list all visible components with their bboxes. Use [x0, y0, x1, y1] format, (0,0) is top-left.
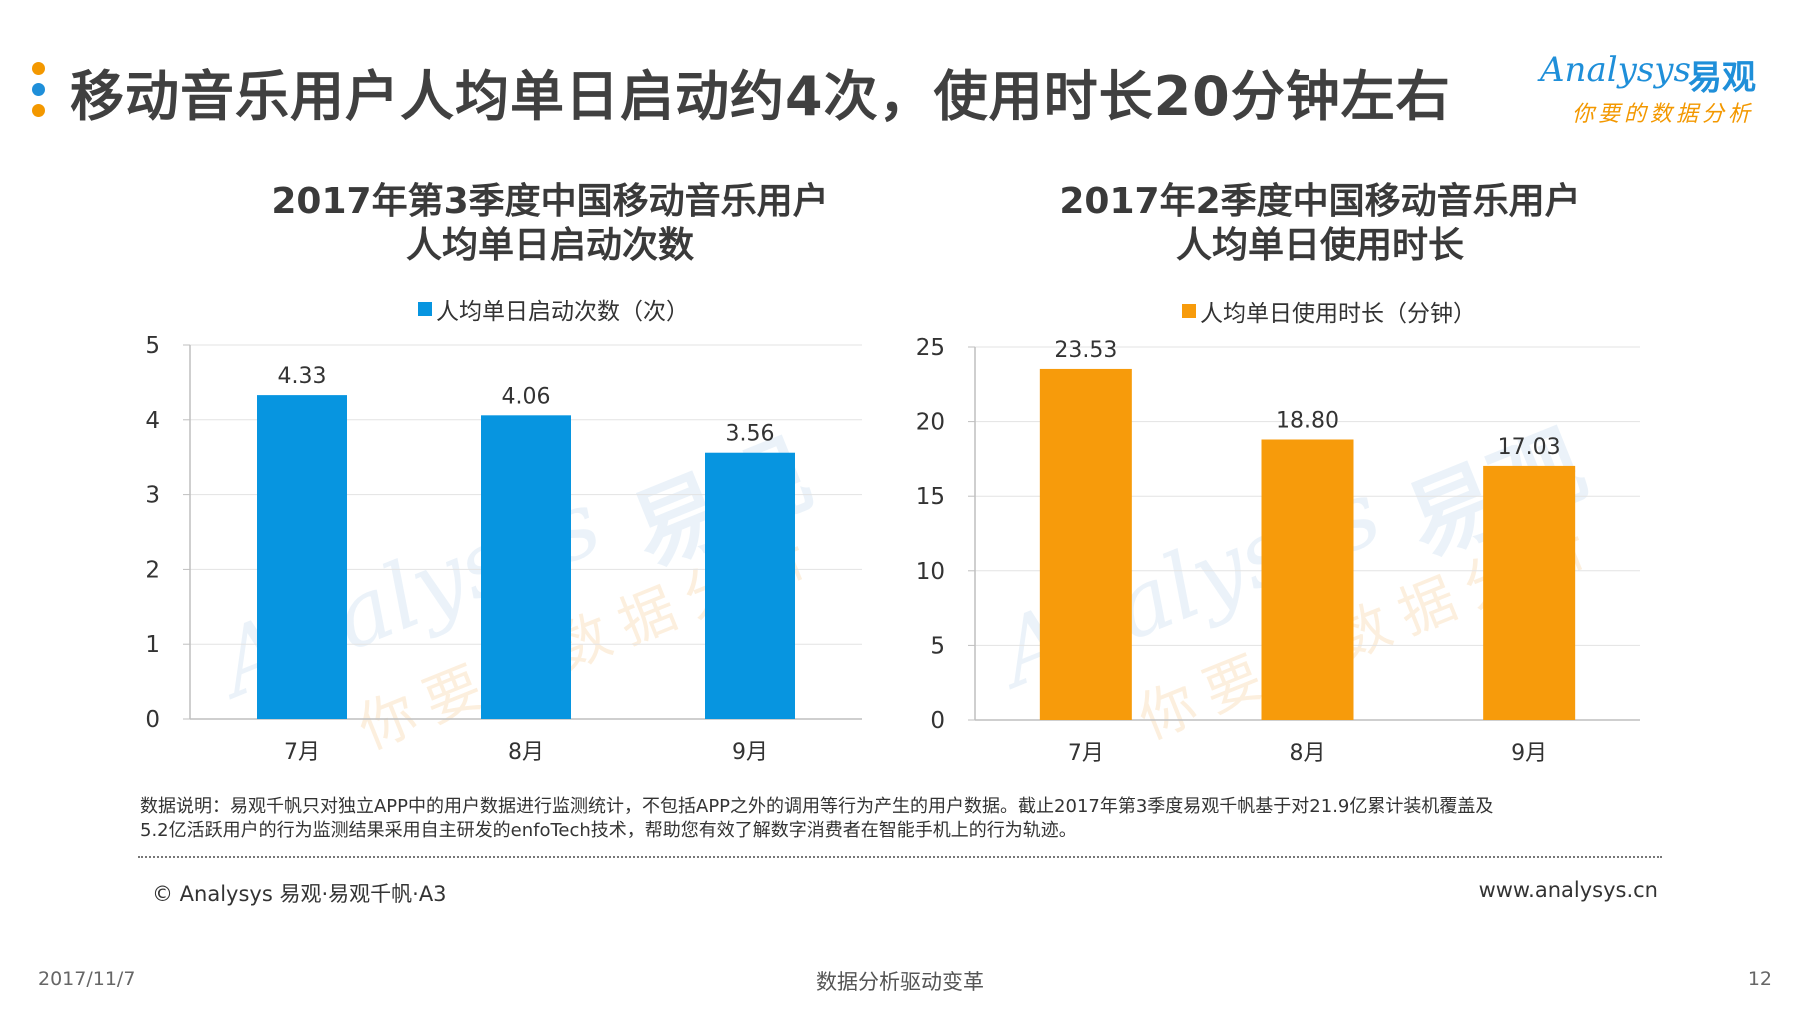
copyright-text: © Analysys 易观·易观千帆·A3 [152, 882, 447, 906]
chart2-y-tick-label: 15 [916, 484, 945, 510]
chart2-y-tick-label: 0 [930, 708, 945, 734]
chart1-legend-swatch [418, 302, 432, 316]
logo-text-en: Analysys [1540, 50, 1691, 90]
chart2-title-line1: 2017年2季度中国移动音乐用户 [1059, 181, 1581, 222]
chart2-legend-label: 人均单日使用时长（分钟） [1200, 301, 1476, 327]
chart2-x-tick-label: 7月 [1068, 741, 1104, 766]
chart1-y-tick-label: 5 [145, 333, 160, 359]
data-note-line2: 5.2亿活跃用户的行为监测结果采用自主研发的enfoTech技术，帮助您有效了解… [140, 820, 1077, 841]
chart2-y-tick-label: 20 [916, 410, 945, 436]
chart2-data-label: 17.03 [1498, 435, 1561, 460]
chart1-title: 2017年第3季度中国移动音乐用户 人均单日启动次数 [210, 180, 890, 268]
chart1-title-line2: 人均单日启动次数 [405, 225, 694, 266]
bullet-dot [32, 104, 45, 117]
slide-number: 12 [1747, 968, 1772, 990]
chart1-y-tick-label: 0 [145, 707, 160, 733]
website-link[interactable]: www.analysys.cn [1478, 878, 1658, 902]
chart1-y-tick-label: 2 [145, 557, 160, 583]
chart1-data-label: 4.06 [502, 384, 551, 409]
chart2-title-line2: 人均单日使用时长 [1175, 225, 1464, 266]
chart2-legend: 人均单日使用时长（分钟） [1182, 294, 1476, 328]
chart1-bar-8月 [481, 415, 571, 719]
dotted-separator [138, 856, 1662, 858]
chart1-data-label: 3.56 [726, 422, 775, 447]
chart1-title-line1: 2017年第3季度中国移动音乐用户 [271, 181, 829, 222]
data-note: 数据说明：易观千帆只对独立APP中的用户数据进行监测统计，不包括APP之外的调用… [140, 795, 1660, 843]
data-note-line1: 数据说明：易观千帆只对独立APP中的用户数据进行监测统计，不包括APP之外的调用… [140, 796, 1494, 817]
chart1-bar-7月 [257, 395, 347, 719]
chart1-x-tick-label: 7月 [284, 740, 320, 765]
slide-date: 2017/11/7 [38, 968, 136, 990]
logo-text-cn: 易观 [1688, 58, 1756, 98]
chart2-y-tick-label: 10 [916, 559, 945, 585]
chart2-y-tick-label: 25 [916, 335, 945, 361]
chart2-x-tick-label: 9月 [1511, 741, 1547, 766]
title-bullet-dots [32, 62, 46, 125]
chart2-y-tick-label: 5 [930, 633, 945, 659]
chart1-y-tick-label: 3 [145, 483, 160, 509]
logo-slogan: 你要的数据分析 [1572, 102, 1755, 127]
chart1-data-label: 4.33 [278, 364, 327, 389]
chart1-x-tick-label: 9月 [732, 740, 768, 765]
chart2-x-tick-label: 8月 [1290, 741, 1326, 766]
chart2-bar-9月 [1483, 465, 1576, 720]
chart1-legend: 人均单日启动次数（次） [418, 292, 689, 326]
analysys-logo: Analysys 易观 你要的数据分析 [1540, 50, 1772, 128]
chart1-y-tick-label: 4 [145, 408, 160, 434]
chart1-y-tick-label: 1 [145, 632, 160, 658]
chart1-x-tick-label: 8月 [508, 740, 544, 765]
chart2-legend-swatch [1182, 304, 1196, 318]
chart2-data-label: 18.80 [1276, 409, 1339, 434]
bullet-dot [32, 62, 45, 75]
slide-slogan: 数据分析驱动变革 [816, 970, 984, 994]
chart2-title: 2017年2季度中国移动音乐用户 人均单日使用时长 [980, 180, 1660, 268]
chart2-bar-8月 [1261, 439, 1354, 720]
page-title: 移动音乐用户人均单日启动约4次，使用时长20分钟左右 [70, 65, 1451, 128]
chart2-bar-7月 [1039, 368, 1132, 720]
chart1-legend-label: 人均单日启动次数（次） [436, 299, 689, 325]
bullet-dot [32, 83, 45, 96]
chart1-bar-9月 [705, 452, 795, 719]
chart2-data-label: 23.53 [1054, 338, 1117, 363]
